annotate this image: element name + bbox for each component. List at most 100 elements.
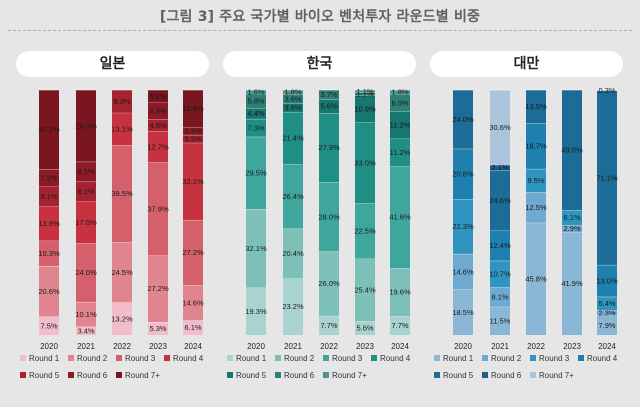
bar-segment-round-5-2022 xyxy=(112,90,132,113)
bar-segment-round-2-2020 xyxy=(246,209,266,288)
legend-swatch xyxy=(434,372,440,378)
bar-segment-round-3-2022 xyxy=(319,182,339,252)
legend-swatch xyxy=(275,355,281,361)
data-label: 5.3% xyxy=(149,324,166,333)
bar-segment-round-6-2023 xyxy=(355,92,375,96)
data-label: 20.6% xyxy=(38,287,60,296)
bar-segment-round-3-2022 xyxy=(526,168,546,193)
data-label: 8.1% xyxy=(77,167,94,176)
bar-segment-round-2-2022 xyxy=(319,251,339,316)
data-label: 2.3% xyxy=(598,308,615,317)
bar-segment-round-4-2023 xyxy=(148,131,168,163)
data-label: 41.9% xyxy=(561,279,583,288)
bar-segment-round-1-2020 xyxy=(246,287,266,335)
bar-segment-round-2-2021 xyxy=(283,228,303,279)
bar-segment-round-1-2022 xyxy=(526,222,546,335)
chart-japan: 7.5% 20.6% 10.3% 13.9% 8.1% 7.2% 32.2% 2020 3.4%… xyxy=(20,89,204,380)
bar-segment-round-3-2024 xyxy=(390,166,410,269)
figure-title: [그림 3] 주요 국가별 바이오 벤처투자 라운드별 비중 xyxy=(159,9,481,25)
bar-segment-round-2-2024 xyxy=(597,310,617,316)
data-label: 24.5% xyxy=(111,268,133,277)
bar-segment-round-6-2021 xyxy=(76,161,96,182)
data-label: 1.1% xyxy=(356,87,373,96)
bar-segment-round-7--2023 xyxy=(355,90,375,93)
data-label: 71.1% xyxy=(596,173,618,182)
bar-segment-round-3-2022 xyxy=(112,145,132,243)
data-label: 39.5% xyxy=(111,189,133,198)
data-label: 9.3% xyxy=(113,97,130,106)
bar-segment-round-6-2020 xyxy=(246,93,266,109)
bar-segment-round-4-2022 xyxy=(112,112,132,146)
bar-segment-round-4-2023 xyxy=(355,122,375,204)
legend-label: Round 1 xyxy=(236,354,267,363)
bar-segment-round-7--2021 xyxy=(76,90,96,162)
legend-swatch xyxy=(20,355,26,361)
bar-segment-round-5-2024 xyxy=(183,134,203,143)
data-label: 3.3% xyxy=(184,126,201,135)
x-tick-label: 2023 xyxy=(356,342,374,351)
legend-swatch xyxy=(275,372,281,378)
data-label: 12.4% xyxy=(489,241,511,250)
data-label: 27.9% xyxy=(318,143,340,152)
legend-label: Round 3 xyxy=(332,354,363,363)
data-label: 11.5% xyxy=(490,316,511,325)
bar-segment-round-4-2021 xyxy=(490,230,510,261)
bar-segment-round-7--2021 xyxy=(283,90,303,95)
legend-swatch xyxy=(323,372,329,378)
bar-segment-round-3-2020 xyxy=(246,136,266,210)
legend-label: Round 6 xyxy=(491,371,522,380)
bar-segment-round-2-2024 xyxy=(390,268,410,317)
legend-label: Round 1 xyxy=(443,354,474,363)
data-label: 8.1% xyxy=(40,192,57,201)
bar-segment-round-5-2021 xyxy=(490,170,510,231)
legend-swatch xyxy=(68,355,74,361)
bar-segment-round-7--2020 xyxy=(246,90,266,94)
data-label: 5.8% xyxy=(247,97,264,106)
bar-segment-round-5-2020 xyxy=(453,90,473,149)
data-label: 10.7% xyxy=(489,269,511,278)
data-label: 1.8% xyxy=(284,88,301,97)
chart-taiwan: 18.5% 14.6% 22.3% 20.6% 24.0% 2020 11.5% 8.1% 10… xyxy=(434,86,618,380)
data-label: 15.4% xyxy=(182,104,204,113)
bar-segment-round-4-2024 xyxy=(390,138,410,167)
bar-segment-round-3-2020 xyxy=(39,240,59,267)
bar-segment-round-5-2023 xyxy=(562,90,582,211)
x-tick-label: 2022 xyxy=(113,342,131,351)
data-label: 41.6% xyxy=(389,213,411,222)
data-label: 32.2% xyxy=(38,125,60,134)
bar-segment-round-7--2024 xyxy=(390,90,410,95)
bar-segment-round-6-2024 xyxy=(183,126,203,135)
bar-segment-round-3-2020 xyxy=(453,199,473,254)
data-label: 27.2% xyxy=(147,284,169,293)
data-label: 7.7% xyxy=(391,321,408,330)
data-label: 24.0% xyxy=(75,268,97,277)
bar-segment-round-7--2024 xyxy=(597,90,617,91)
data-label: 7.2% xyxy=(40,173,57,182)
bar-segment-round-3-2021 xyxy=(490,260,510,287)
data-label: 18.7% xyxy=(525,141,547,150)
legend-label: Round 3 xyxy=(125,354,156,363)
bar-segment-round-3-2021 xyxy=(76,243,96,302)
data-label: 25.4% xyxy=(354,285,376,294)
panel-japan-title: 일본 xyxy=(16,51,209,77)
data-label: 19.6% xyxy=(389,288,411,297)
legend-swatch xyxy=(20,372,26,378)
bar-segment-round-2-2023 xyxy=(562,225,582,233)
bar-segment-round-1-2021 xyxy=(76,326,96,335)
bar-segment-round-5-2020 xyxy=(39,186,59,207)
data-label: 8.1% xyxy=(77,187,94,196)
bar-segment-round-5-2021 xyxy=(76,181,96,202)
bar-segment-round-1-2021 xyxy=(490,306,510,335)
bar-segment-round-2-2021 xyxy=(490,286,510,307)
data-label: 13.9% xyxy=(38,219,60,228)
bar-segment-round-4-2024 xyxy=(597,264,617,297)
data-label: 5.4% xyxy=(598,299,615,308)
data-label: 32.1% xyxy=(182,177,204,186)
x-tick-label: 2024 xyxy=(184,342,202,351)
data-label: 5.6% xyxy=(320,102,337,111)
legend-swatch xyxy=(323,355,329,361)
bar-segment-round-6-2021 xyxy=(490,164,510,171)
data-label: 30.6% xyxy=(489,123,511,132)
bar-segment-round-4-2020 xyxy=(453,148,473,200)
data-label: 23.2% xyxy=(282,302,304,311)
